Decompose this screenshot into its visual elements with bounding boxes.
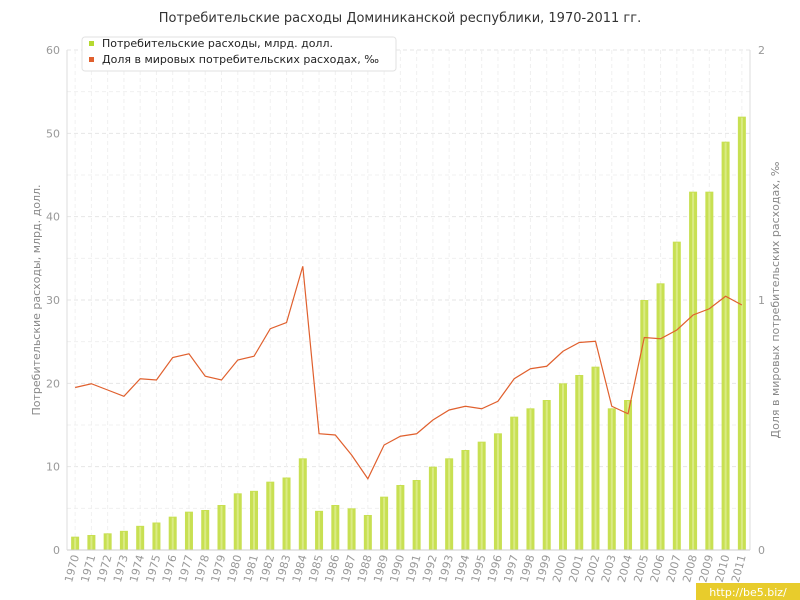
bar-highlight <box>253 491 256 550</box>
bar-highlight <box>724 142 727 550</box>
watermark-bg <box>696 583 800 600</box>
bar-highlight <box>350 509 353 550</box>
bars-series <box>71 116 746 551</box>
bar-highlight <box>643 301 646 550</box>
bar-highlight <box>139 526 142 550</box>
bar-highlight <box>675 242 678 550</box>
watermark-badge: http://be5.biz/ <box>696 583 800 600</box>
x-ticks: 1970197119721973197419751976197719781979… <box>62 553 749 583</box>
bar-highlight <box>301 459 304 550</box>
legend-marker-line <box>89 57 94 62</box>
legend-marker-bars <box>89 41 94 46</box>
bar-highlight <box>334 506 337 550</box>
bar-highlight <box>285 478 288 550</box>
y-tick-label-left: 20 <box>46 377 60 390</box>
bar-highlight <box>90 536 93 550</box>
bar-highlight <box>220 506 223 550</box>
bar-highlight <box>448 459 451 550</box>
bar-highlight <box>496 434 499 550</box>
line-path <box>74 266 743 480</box>
bar-highlight <box>578 376 581 550</box>
bar-highlight <box>155 523 158 550</box>
bar-highlight <box>399 486 402 550</box>
legend-label-line: Доля в мировых потребительских расходах,… <box>102 53 379 66</box>
bar-highlight <box>513 417 516 550</box>
axes <box>66 50 751 551</box>
bar-highlight <box>740 117 743 551</box>
y-tick-label-left: 10 <box>46 461 60 474</box>
bar-highlight <box>545 401 548 550</box>
line-series <box>74 266 743 480</box>
y-axis-title-left: Потребительские расходы, млрд. долл. <box>30 185 43 416</box>
bar-highlight <box>269 482 272 550</box>
bar-highlight <box>464 451 467 550</box>
y-tick-label-right: 0 <box>758 544 765 557</box>
y-tick-label-left: 50 <box>46 127 60 140</box>
bar-highlight <box>187 512 190 550</box>
bar-highlight <box>659 284 662 550</box>
bar-highlight <box>692 192 695 550</box>
bar-highlight <box>366 516 369 550</box>
y-ticks-left: 0 10 20 30 40 50 60 <box>46 44 60 557</box>
bar-highlight <box>204 511 207 550</box>
y-ticks-right: 0 1 2 <box>758 44 765 557</box>
bar-highlight <box>171 517 174 550</box>
y-tick-label-left: 60 <box>46 44 60 57</box>
y-tick-label-left: 30 <box>46 294 60 307</box>
bar-highlight <box>431 467 434 550</box>
bar-highlight <box>594 367 597 550</box>
y-axis-title-right: Доля в мировых потребительских расходах,… <box>769 161 782 438</box>
bar-highlight <box>529 409 532 550</box>
bar-highlight <box>236 494 239 550</box>
chart-title: Потребительские расходы Доминиканской ре… <box>159 11 641 26</box>
bar-highlight <box>106 534 109 550</box>
bar-highlight <box>610 409 613 550</box>
legend-label-bars: Потребительские расходы, млрд. долл. <box>102 37 333 50</box>
bar-highlight <box>708 192 711 550</box>
legend: Потребительские расходы, млрд. долл. Дол… <box>81 36 397 72</box>
y-tick-label-right: 1 <box>758 294 765 307</box>
y-tick-label-left: 40 <box>46 211 60 224</box>
bar-highlight <box>415 481 418 550</box>
y-tick-label-left: 0 <box>53 544 60 557</box>
bar-highlight <box>74 537 77 550</box>
bar-highlight <box>480 442 483 550</box>
y-tick-label-right: 2 <box>758 44 765 57</box>
bar-highlight <box>627 401 630 550</box>
bar-highlight <box>383 497 386 550</box>
bar-highlight <box>561 384 564 550</box>
bar-highlight <box>122 531 125 550</box>
watermark-text: http://be5.biz/ <box>709 586 787 599</box>
legend-box <box>81 36 397 72</box>
bar-highlight <box>318 511 321 550</box>
